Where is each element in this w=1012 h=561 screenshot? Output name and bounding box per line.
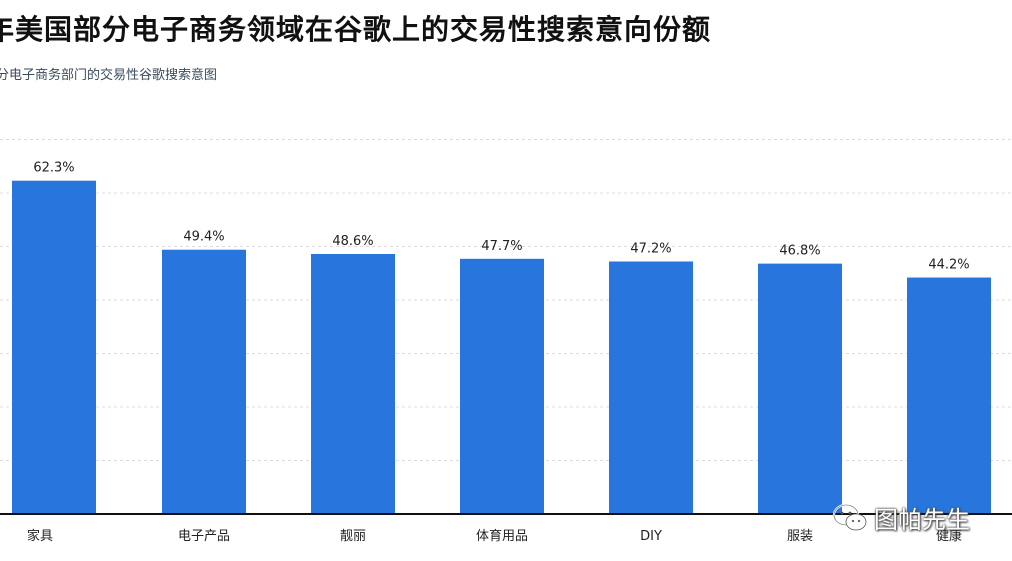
bar-7	[907, 277, 991, 514]
data-label: 49.4%	[183, 230, 224, 245]
chart-title: 年美国部分电子商务领域在谷歌上的交易性搜索意向份额	[0, 13, 712, 46]
data-label: 47.7%	[481, 239, 522, 254]
data-label: 48.6%	[332, 234, 373, 249]
x-tick-label: DIY	[640, 529, 662, 544]
x-tick-label: 电子产品	[178, 529, 230, 544]
bar-4	[460, 258, 544, 514]
data-label: 44.2%	[928, 258, 969, 273]
x-tick-label: 服装	[787, 529, 813, 544]
data-label: 62.3%	[33, 161, 74, 176]
x-tick-label: 家具	[27, 528, 53, 544]
bar-6	[758, 263, 842, 514]
x-tick-label: 健康	[936, 528, 962, 544]
x-tick-label: 体育用品	[476, 528, 528, 544]
bar-3	[311, 253, 395, 515]
data-label: 46.8%	[779, 244, 820, 259]
data-label: 47.2%	[630, 241, 671, 256]
bar-1	[12, 180, 96, 514]
chart-subtitle: 分电子商务部门的交易性谷歌搜索意图	[0, 68, 218, 83]
watermark-text: 图帕先生	[874, 506, 970, 534]
wechat-icon	[832, 503, 867, 530]
watermark: 图帕先生	[832, 500, 970, 535]
bar-5	[609, 261, 693, 514]
bar-2	[162, 249, 246, 514]
x-tick-label: 靓丽	[340, 529, 366, 544]
